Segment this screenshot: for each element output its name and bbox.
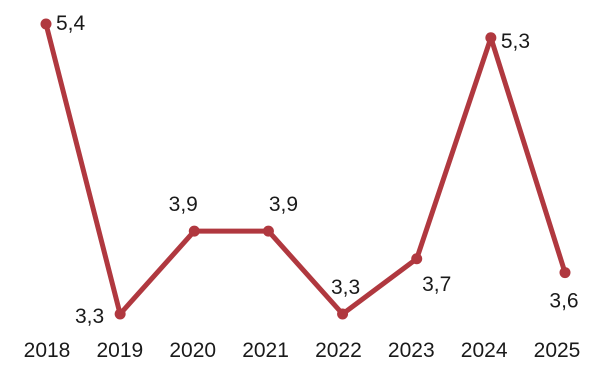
data-point-2025: [559, 267, 571, 279]
x-axis-ticks: 2018 2019 2020 2021 2022 2023 2024 2025: [24, 339, 581, 362]
x-tick-2021: 2021: [242, 339, 289, 362]
data-label-2019: 3,3: [75, 305, 104, 328]
data-point-2022: [337, 308, 349, 320]
data-label-2020: 3,9: [169, 193, 198, 216]
data-label-2022: 3,3: [331, 276, 360, 299]
x-tick-2025: 2025: [534, 339, 581, 362]
x-tick-2018: 2018: [24, 339, 71, 362]
series-group: 5,4 3,3 3,9 3,9 3,3 3,7 5,3 3,6: [40, 12, 579, 328]
data-label-2023: 3,7: [422, 273, 451, 296]
series-line: [43, 21, 568, 317]
data-point-2020: [188, 225, 200, 237]
data-point-2021: [262, 225, 274, 237]
data-label-2024: 5,3: [501, 30, 530, 53]
data-point-2023: [411, 253, 423, 265]
data-point-2018: [40, 18, 52, 30]
data-label-2018: 5,4: [56, 12, 86, 35]
x-tick-2019: 2019: [96, 339, 143, 362]
data-label-2025: 3,6: [549, 290, 578, 313]
x-tick-2020: 2020: [169, 339, 216, 362]
data-point-2024: [485, 32, 497, 44]
x-tick-2024: 2024: [461, 339, 508, 362]
x-tick-2022: 2022: [315, 339, 362, 362]
x-tick-2023: 2023: [388, 339, 435, 362]
data-point-2019: [114, 308, 126, 320]
data-label-2021: 3,9: [269, 193, 298, 216]
